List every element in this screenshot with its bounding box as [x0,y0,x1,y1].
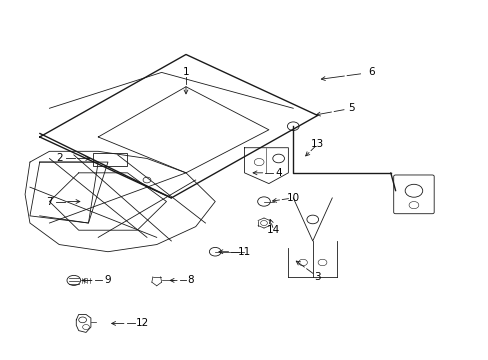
Text: 3: 3 [314,272,320,282]
Text: 2: 2 [56,153,62,163]
Text: 12: 12 [135,319,148,328]
Text: 1: 1 [183,67,189,77]
Text: 5: 5 [348,103,354,113]
Text: 9: 9 [104,275,111,285]
Text: 7: 7 [46,197,53,207]
Text: 10: 10 [286,193,299,203]
Text: 11: 11 [237,247,251,257]
Text: 6: 6 [367,67,374,77]
Text: 13: 13 [310,139,324,149]
Bar [93,153,127,166]
Text: 8: 8 [187,275,194,285]
Text: 14: 14 [266,225,280,235]
Text: 4: 4 [275,168,282,178]
